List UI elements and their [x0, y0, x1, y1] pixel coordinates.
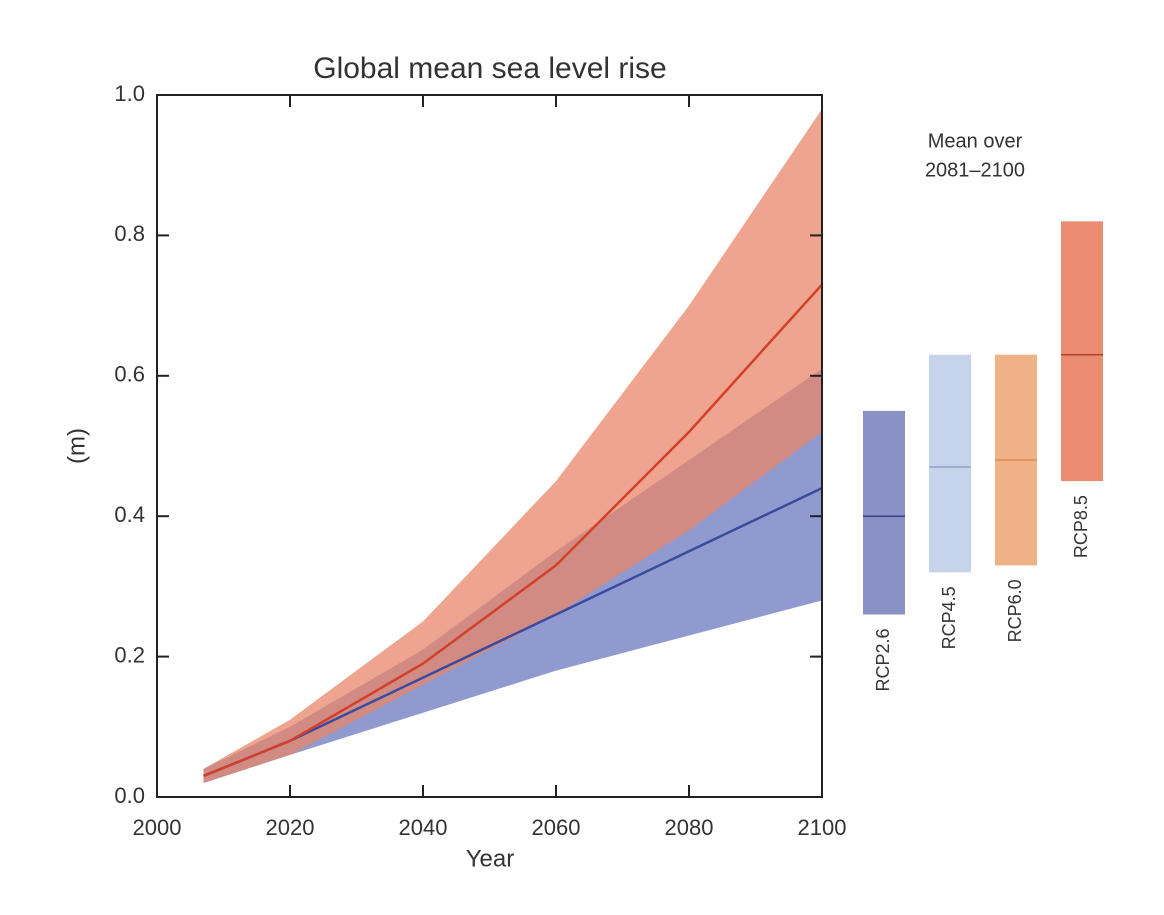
- x-tick-label: 2080: [665, 815, 714, 840]
- y-tick-label: 0.4: [114, 502, 145, 527]
- category-label: RCP4.5: [939, 586, 959, 649]
- y-tick-label: 0.6: [114, 362, 145, 387]
- y-tick-label: 0.0: [114, 783, 145, 808]
- mean-line: [203, 283, 823, 778]
- y-axis-label: (m): [63, 428, 90, 464]
- y-tick-label: 0.8: [114, 221, 145, 246]
- range-bar: [1061, 221, 1103, 482]
- x-tick-label: 2020: [266, 815, 315, 840]
- x-tick-label: 2100: [798, 815, 847, 840]
- annotation: 2081–2100: [925, 159, 1025, 181]
- annotation: Mean over: [928, 130, 1023, 152]
- plot-frame: [156, 94, 823, 798]
- range-bar: [929, 354, 971, 573]
- x-tick-label: 2060: [532, 815, 581, 840]
- category-label: RCP8.5: [1071, 495, 1091, 558]
- x-tick-label: 2000: [133, 815, 182, 840]
- category-label: RCP6.0: [1005, 579, 1025, 642]
- uncertainty-band: [203, 109, 823, 783]
- chart-title: Global mean sea level rise: [313, 52, 667, 85]
- x-axis-label: Year: [466, 845, 515, 872]
- x-tick-label: 2040: [399, 815, 448, 840]
- range-bar: [863, 410, 905, 615]
- y-tick-label: 1.0: [114, 81, 145, 106]
- y-tick-label: 0.2: [114, 642, 145, 667]
- category-label: RCP2.6: [873, 628, 893, 691]
